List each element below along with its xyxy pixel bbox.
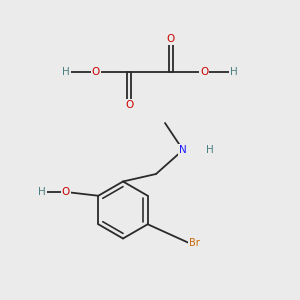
Text: O: O (167, 34, 175, 44)
Text: H: H (62, 67, 70, 77)
Text: Br: Br (189, 238, 200, 248)
Text: H: H (230, 67, 238, 77)
Text: O: O (200, 67, 208, 77)
Text: H: H (206, 145, 214, 155)
Text: O: O (125, 100, 133, 110)
Text: O: O (62, 187, 70, 197)
Text: O: O (92, 67, 100, 77)
Text: N: N (179, 145, 187, 155)
Text: H: H (38, 187, 46, 197)
